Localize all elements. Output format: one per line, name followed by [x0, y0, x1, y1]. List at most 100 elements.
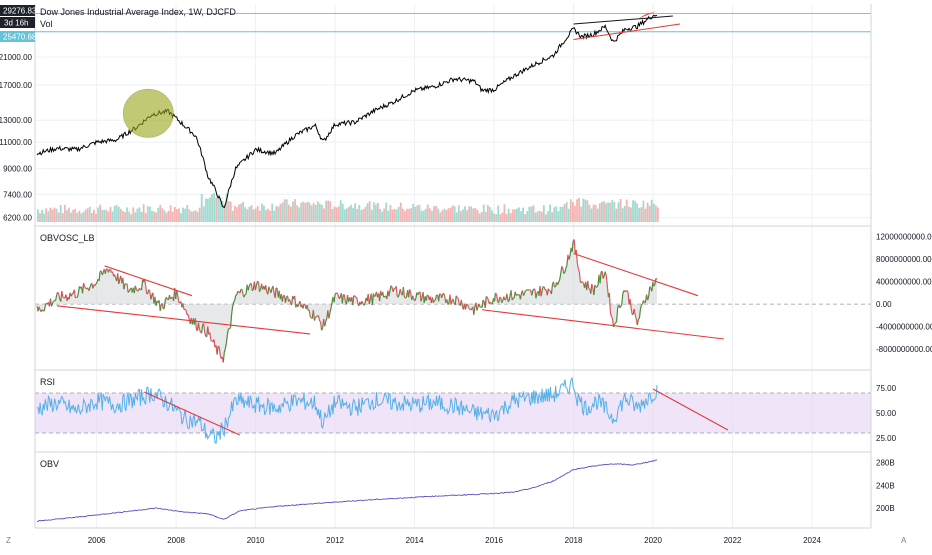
osc-trendline-4	[482, 310, 724, 339]
price-tick-label: 6200.00	[3, 214, 32, 223]
osc-segment	[72, 293, 73, 294]
volume-bar	[128, 212, 130, 222]
volume-bar	[657, 208, 659, 222]
volume-bar	[369, 201, 371, 222]
volume-bar	[236, 207, 238, 222]
x-tick-label: 2012	[326, 536, 344, 545]
volume-bar	[309, 203, 311, 222]
volume-bar	[255, 208, 257, 222]
volume-bar	[302, 202, 304, 222]
ma-value-tag-text: 25470.68	[3, 33, 37, 42]
volume-bar	[582, 199, 584, 222]
volume-bar	[163, 210, 165, 222]
volume-bar	[230, 202, 232, 222]
volume-bar	[155, 212, 157, 222]
x-tick-label: 2022	[724, 536, 742, 545]
volume-bar	[118, 207, 120, 222]
volume-bar	[394, 209, 396, 222]
volume-bar	[72, 210, 74, 222]
highlight-ellipse	[123, 89, 173, 137]
volume-bar	[429, 208, 431, 222]
rsi-title: RSI	[40, 377, 55, 387]
osc-segment	[406, 297, 407, 298]
osc-segment	[96, 283, 97, 284]
x-tick-label: 2006	[88, 536, 106, 545]
volume-bar	[319, 204, 321, 222]
volume-bar	[292, 202, 294, 222]
volume-bar	[112, 212, 114, 222]
volume-bar	[624, 206, 626, 222]
volume-bar	[103, 210, 105, 222]
volume-bar	[52, 209, 54, 222]
osc-segment	[234, 300, 235, 301]
volume-bar	[468, 206, 470, 222]
volume-bar	[497, 206, 499, 222]
volume-bar	[379, 209, 381, 222]
volume-bar	[265, 210, 267, 222]
osc-segment	[252, 290, 253, 291]
osc-segment	[615, 323, 616, 324]
osc-segment	[171, 298, 172, 299]
volume-bar	[269, 211, 271, 222]
volume-bar	[518, 207, 520, 222]
obv-tick-label: 280B	[876, 459, 895, 468]
osc-segment	[185, 309, 186, 310]
volume-bar	[551, 212, 553, 222]
volume-bar	[470, 206, 472, 222]
volume-bar	[116, 205, 118, 222]
volume-bar	[423, 211, 425, 222]
volume-bar	[611, 200, 613, 222]
last-price-tag-text: 29276.83	[3, 7, 37, 16]
volume-bar	[273, 211, 275, 222]
osc-segment	[295, 296, 296, 308]
chart-title: Dow Jones Industrial Average Index, 1W, …	[40, 7, 236, 17]
volume-bar	[531, 207, 533, 222]
volume-bar	[381, 211, 383, 222]
volume-bar	[336, 207, 338, 222]
volume-bar	[147, 206, 149, 222]
volume-bar	[448, 208, 450, 222]
volume-bar	[64, 205, 66, 222]
volume-bar	[267, 209, 269, 222]
volume-bar	[495, 214, 497, 222]
volume-bar	[580, 207, 582, 222]
volume-bar	[47, 211, 49, 222]
osc-segment	[315, 317, 316, 318]
osc-segment	[505, 299, 506, 300]
volume-bar	[543, 205, 545, 222]
volume-bar	[356, 209, 358, 222]
osc-segment	[656, 278, 657, 279]
volume-bar	[166, 213, 168, 222]
volume-bar	[93, 210, 95, 222]
volume-bar	[159, 205, 161, 222]
volume-bar	[215, 198, 217, 222]
volume-bar	[630, 207, 632, 222]
osc-segment	[211, 340, 212, 341]
price-tick-label: 21000.00	[0, 53, 33, 62]
volume-bar	[60, 205, 62, 222]
volume-bar	[240, 204, 242, 222]
volume-bar	[95, 214, 97, 222]
volume-bar	[491, 210, 493, 222]
footer-right-label[interactable]: A	[901, 536, 907, 545]
volume-bar	[253, 209, 255, 222]
osc-segment	[164, 300, 165, 308]
volume-bar	[570, 199, 572, 222]
osc-segment	[317, 316, 318, 317]
volume-bar	[528, 207, 530, 222]
volume-bar	[416, 205, 418, 222]
volume-bar	[232, 211, 234, 222]
volume-bar	[414, 207, 416, 222]
volume-bar	[311, 205, 313, 222]
footer-left-label[interactable]: Z	[6, 536, 11, 545]
volume-bar	[464, 206, 466, 222]
osc-segment	[258, 281, 259, 282]
volume-bar	[481, 212, 483, 222]
osc-segment	[627, 291, 628, 292]
osc-segment	[245, 294, 246, 295]
volume-bar	[76, 213, 78, 222]
volume-bar	[458, 205, 460, 222]
volume-bar	[373, 202, 375, 222]
volume-bar	[321, 205, 323, 222]
